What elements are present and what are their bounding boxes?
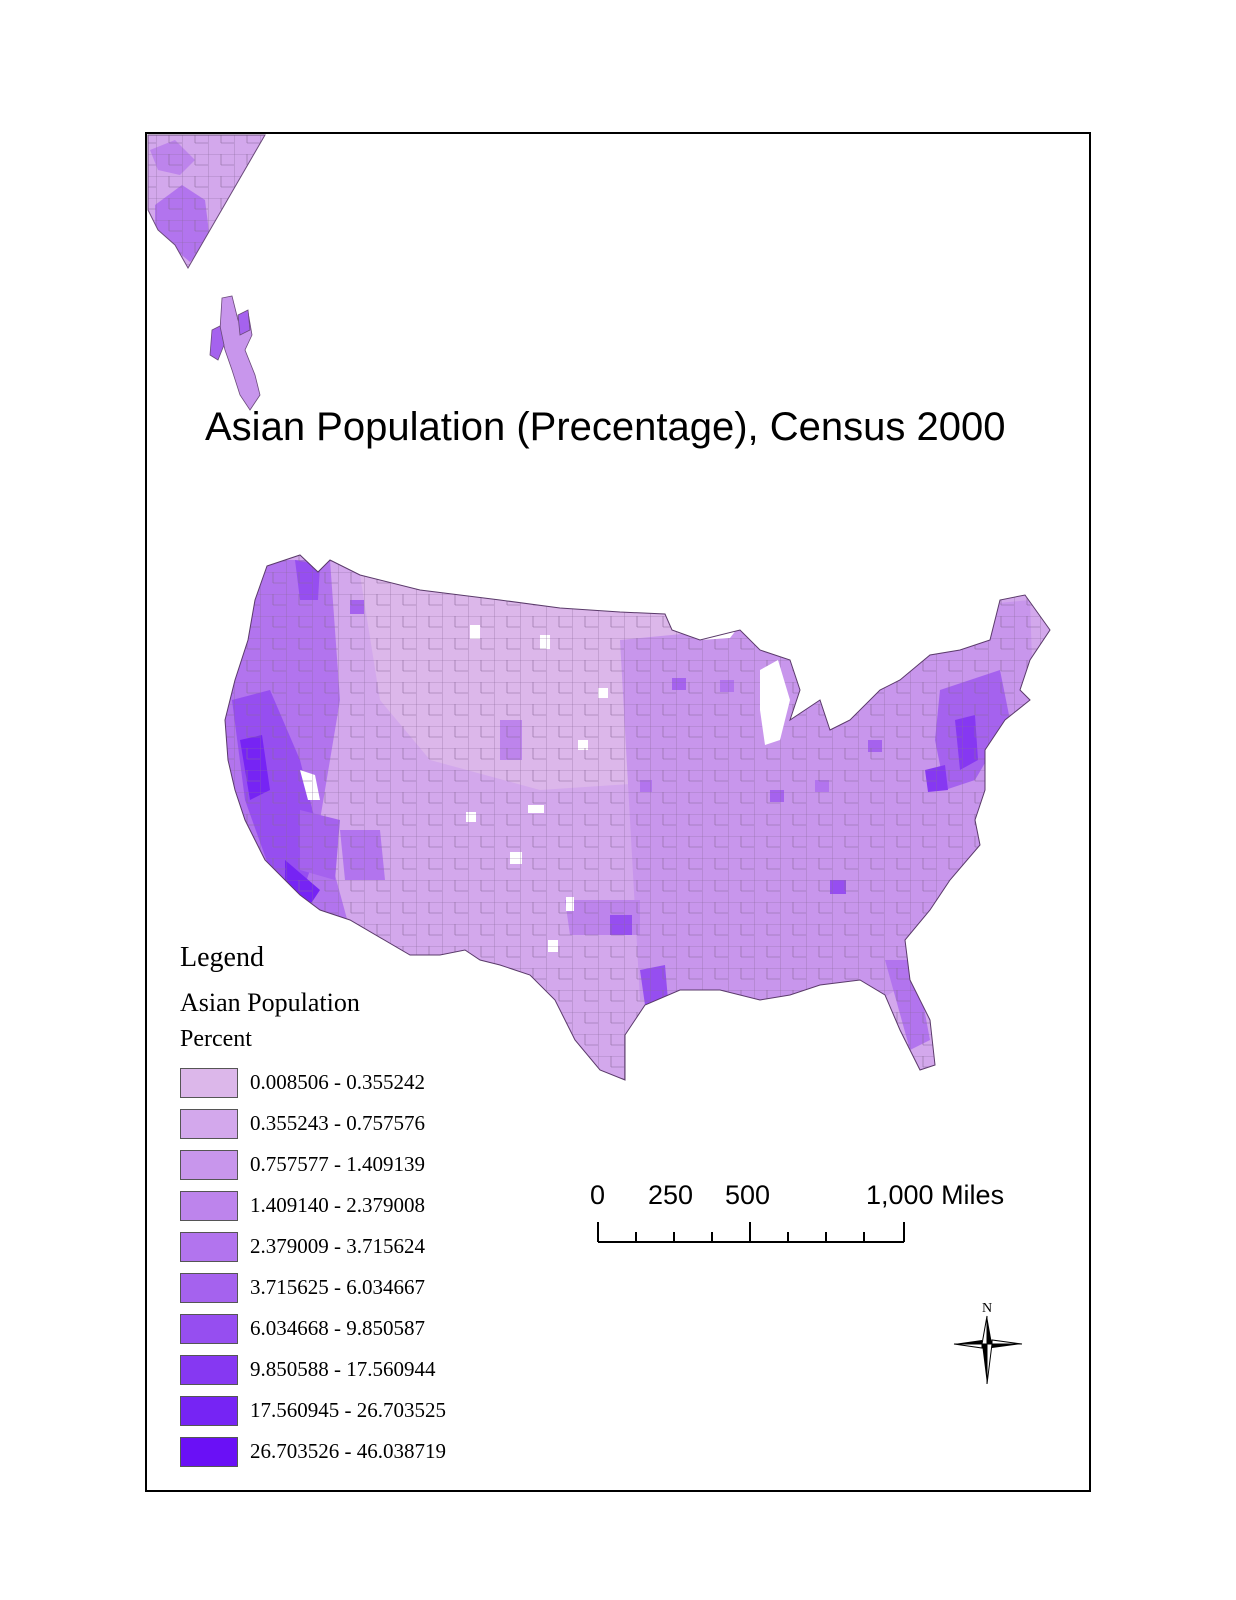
legend-class-label: 1.409140 - 2.379008 bbox=[250, 1193, 425, 1217]
legend-layer-name: Asian Population bbox=[180, 988, 360, 1017]
legend-class-label: 9.850588 - 17.560944 bbox=[250, 1357, 436, 1381]
legend-class-label: 26.703526 - 46.038719 bbox=[250, 1439, 446, 1463]
legend-swatch bbox=[180, 1190, 238, 1221]
legend-class-row: 1.409140 - 2.379008 bbox=[180, 1185, 446, 1226]
legend-swatch bbox=[180, 1354, 238, 1385]
legend-swatch bbox=[180, 1149, 238, 1180]
legend-swatch bbox=[180, 1108, 238, 1139]
legend-title: Legend bbox=[180, 942, 264, 973]
legend-class-row: 9.850588 - 17.560944 bbox=[180, 1349, 446, 1390]
legend-class-row: 0.757577 - 1.409139 bbox=[180, 1144, 446, 1185]
legend-class-label: 6.034668 - 9.850587 bbox=[250, 1316, 425, 1340]
compass-star-icon bbox=[953, 1315, 1023, 1385]
map-title: Asian Population (Precentage), Census 20… bbox=[205, 405, 1006, 449]
legend-swatch bbox=[180, 1395, 238, 1426]
southeast-alaska-islands bbox=[209, 295, 261, 411]
legend-class-row: 2.379009 - 3.715624 bbox=[180, 1226, 446, 1267]
legend-class-row: 0.008506 - 0.355242 bbox=[180, 1062, 446, 1103]
legend-swatch bbox=[180, 1272, 238, 1303]
legend: Legend Asian Population Percent 0.008506… bbox=[180, 942, 446, 1472]
scale-label-250: 250 bbox=[648, 1180, 694, 1210]
legend-class-label: 0.757577 - 1.409139 bbox=[250, 1152, 425, 1176]
alaska-region bbox=[148, 135, 265, 268]
legend-class-row: 6.034668 - 9.850587 bbox=[180, 1308, 446, 1349]
north-label: N bbox=[982, 1301, 992, 1316]
scale-bar: 0 250 500 1,000 Miles bbox=[590, 1180, 1030, 1270]
legend-class-list: 0.008506 - 0.355242 0.355243 - 0.757576 0.… bbox=[180, 1062, 446, 1472]
scale-label-0: 0 bbox=[590, 1180, 606, 1210]
map-frame bbox=[145, 132, 1091, 1492]
legend-swatch bbox=[180, 1436, 238, 1467]
legend-class-row: 17.560945 - 26.703525 bbox=[180, 1390, 446, 1431]
scale-label-500: 500 bbox=[725, 1180, 771, 1210]
legend-class-label: 2.379009 - 3.715624 bbox=[250, 1234, 425, 1258]
legend-swatch bbox=[180, 1313, 238, 1344]
legend-swatch bbox=[180, 1231, 238, 1262]
legend-class-label: 17.560945 - 26.703525 bbox=[250, 1398, 446, 1422]
scale-label-1000-miles: 1,000 Miles bbox=[866, 1180, 1005, 1210]
legend-class-row: 0.355243 - 0.757576 bbox=[180, 1103, 446, 1144]
legend-swatch bbox=[180, 1067, 238, 1098]
legend-class-row: 26.703526 - 46.038719 bbox=[180, 1431, 446, 1472]
legend-field-name: Percent bbox=[180, 1026, 252, 1052]
legend-class-label: 0.008506 - 0.355242 bbox=[250, 1070, 425, 1094]
legend-class-label: 3.715625 - 6.034667 bbox=[250, 1275, 425, 1299]
north-arrow-icon: N bbox=[950, 1300, 1030, 1395]
legend-class-label: 0.355243 - 0.757576 bbox=[250, 1111, 425, 1135]
scale-bar-ruler bbox=[597, 1222, 905, 1243]
legend-class-row: 3.715625 - 6.034667 bbox=[180, 1267, 446, 1308]
